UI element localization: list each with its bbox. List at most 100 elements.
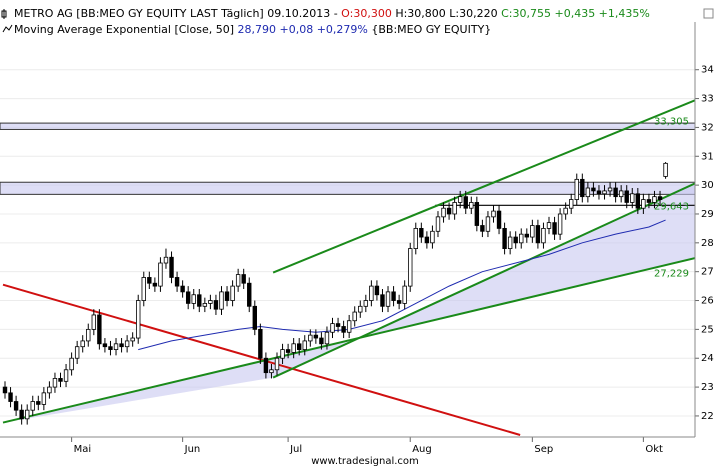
candle-body xyxy=(469,202,474,209)
candle-body xyxy=(646,199,652,203)
candle-body xyxy=(524,233,530,238)
candle-body xyxy=(441,207,446,218)
candle-body xyxy=(102,343,108,348)
candle-body xyxy=(530,225,535,238)
candle-body xyxy=(224,291,230,301)
indicator-value: 28,790 +0,08 +0,279% xyxy=(238,23,368,36)
x-tick-label: Jun xyxy=(184,444,201,455)
price-band xyxy=(0,122,695,130)
candle-body xyxy=(569,199,574,209)
candle-body xyxy=(652,196,657,203)
candle-body xyxy=(424,236,430,244)
candle-body xyxy=(169,256,174,278)
trendline-label: 33,305 xyxy=(654,117,689,128)
x-tick-label: Mai xyxy=(74,444,92,455)
candle-body xyxy=(241,274,246,284)
high-low-values: H:30,800 L:30,220 xyxy=(392,7,501,20)
candle-body xyxy=(30,401,35,411)
candle-body xyxy=(74,346,80,359)
plot xyxy=(0,69,695,436)
candle-body xyxy=(258,328,263,359)
y-tick-label: 33 xyxy=(701,94,714,105)
candle-body xyxy=(152,282,158,287)
candle-body xyxy=(630,193,635,203)
x-tick-label: Aug xyxy=(412,444,432,455)
candle-body xyxy=(502,228,507,249)
y-tick-label: 27 xyxy=(701,267,714,278)
candle-body xyxy=(513,236,518,244)
candle-body xyxy=(130,337,135,342)
candle-body xyxy=(402,285,407,304)
candle-body xyxy=(86,328,91,342)
header-line-1: METRO AG [BB:MEO GY EQUITY LAST Täglich]… xyxy=(14,7,650,20)
y-tick-label: 23 xyxy=(701,382,714,393)
candle-body xyxy=(141,277,146,301)
candle-body xyxy=(435,216,441,232)
price-band xyxy=(0,181,695,195)
candle-body xyxy=(202,303,208,307)
candle-body xyxy=(97,314,102,345)
candle-body xyxy=(230,285,235,301)
candle-body xyxy=(319,337,324,345)
y-tick-label: 25 xyxy=(701,324,714,335)
candle-body xyxy=(313,334,319,339)
candle-body xyxy=(341,326,346,333)
candle-body xyxy=(507,236,513,249)
candle-body xyxy=(219,291,224,310)
candle-body xyxy=(80,340,85,348)
candle-body xyxy=(69,357,74,371)
candle-body xyxy=(641,199,646,209)
candle-body xyxy=(180,285,185,293)
candle-body xyxy=(269,369,274,374)
candle-body xyxy=(358,305,363,313)
candle-body xyxy=(25,409,30,420)
candle-body xyxy=(618,190,624,198)
candle-body xyxy=(391,291,396,301)
candle-body xyxy=(380,294,385,307)
candle-body xyxy=(124,340,130,348)
candle-body xyxy=(574,178,579,200)
candle-body xyxy=(274,357,280,371)
candle-body xyxy=(47,386,52,394)
candle-body xyxy=(91,314,97,330)
candle-body xyxy=(463,196,468,209)
candle-body xyxy=(41,392,47,405)
candle-body xyxy=(408,248,413,287)
candle-body xyxy=(541,228,546,244)
x-tick-label: Jul xyxy=(289,444,302,455)
candle-body xyxy=(36,401,41,405)
candle-body xyxy=(369,285,374,301)
candle-body xyxy=(446,207,452,215)
candle-body xyxy=(119,343,124,348)
y-tick-label: 24 xyxy=(701,353,714,364)
open-value: O:30,300 xyxy=(341,7,392,20)
candle-body xyxy=(147,277,152,284)
candle-body xyxy=(363,300,369,307)
candle-body xyxy=(197,294,202,307)
candle-body xyxy=(13,401,19,411)
candle-body xyxy=(602,190,607,195)
candle-body xyxy=(546,222,552,229)
candle-body xyxy=(485,216,491,232)
y-tick-label: 32 xyxy=(701,122,714,133)
trend-line xyxy=(272,99,695,274)
trend-line xyxy=(2,283,521,436)
candle-body xyxy=(663,162,668,177)
candle-body xyxy=(335,323,341,327)
line-icon xyxy=(2,24,13,33)
y-tick-label: 26 xyxy=(701,296,714,307)
window-button[interactable] xyxy=(703,8,714,19)
candle-body xyxy=(291,343,296,353)
trend-line xyxy=(2,257,695,424)
candle-body xyxy=(413,228,418,249)
candle-body xyxy=(158,262,163,287)
candle-body xyxy=(535,225,541,244)
y-tick-label: 29 xyxy=(701,209,714,220)
y-tick-label: 34 xyxy=(701,65,714,76)
candle-body xyxy=(580,178,585,198)
x-tick-label: Okt xyxy=(645,444,663,455)
trendline-label: 27,229 xyxy=(654,268,689,279)
candle-body xyxy=(213,300,219,310)
candle-body xyxy=(385,291,391,307)
